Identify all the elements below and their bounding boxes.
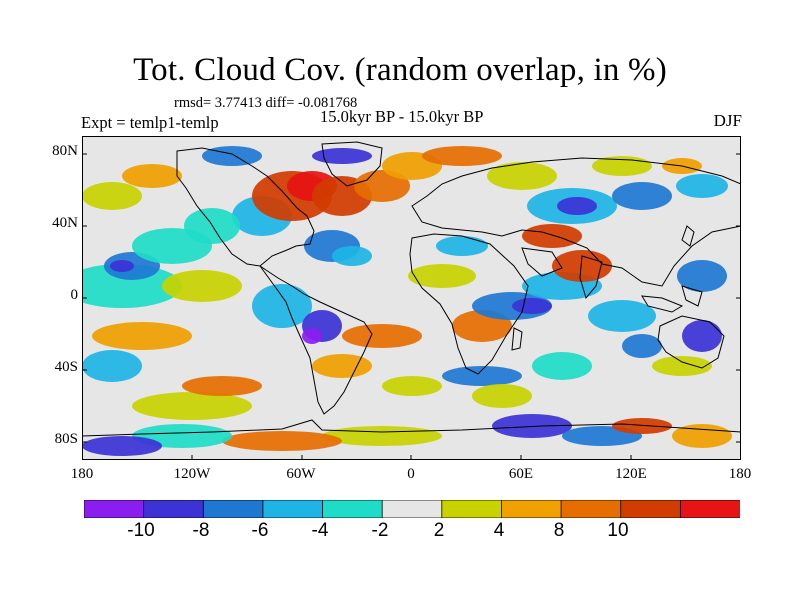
lon-label-180e: 180 [728,466,752,482]
colorbar-cell [202,500,264,518]
colorbar [84,500,740,518]
anomaly-blob [202,146,262,166]
anomaly-blob [82,264,182,308]
season-label: DJF [713,111,742,130]
colorbar-label-minus8: -8 [192,520,210,541]
colorbar-label-2: 2 [433,520,445,541]
colorbar-cell [381,500,443,518]
anomaly-blob [162,270,242,302]
colorbar-label-minus4: -4 [311,520,329,541]
anomaly-blob [82,182,142,210]
anomaly-blob [622,334,662,358]
anomaly-blob [612,182,672,210]
anomaly-blob [676,174,728,198]
stats-text: rmsd= 3.77413 diff= -0.081768 [174,95,358,111]
anomaly-blob [332,246,372,266]
lat-label-40n: 40N [52,215,78,231]
lat-label-80s: 80S [54,431,78,447]
colorbar-cell [84,500,145,518]
anomaly-blob [132,228,212,264]
anomaly-blob [652,356,712,376]
anomaly-blob [588,300,656,332]
figure-title: Tot. Cloud Cov. (random overlap, in %) [133,52,667,88]
colorbar-cell [501,500,562,518]
colorbar-label-4: 4 [493,520,505,541]
anomaly-blob [436,236,488,256]
anomaly-field [82,146,732,456]
lon-label-120e: 120E [615,466,647,482]
anomaly-blob [122,164,182,188]
anomaly-blob [110,260,134,272]
lon-label-180w: 180 [70,466,94,482]
anomaly-blob [132,392,252,420]
anomaly-blob [512,298,552,314]
lon-label-120w: 120W [173,466,211,482]
colorbar-cell [322,500,384,518]
lon-label-0: 0 [407,466,415,482]
anomaly-blob [222,431,342,451]
colorbar-cell [262,500,324,518]
colorbar-cell [441,500,503,518]
anomaly-blob [422,146,502,166]
colorbar-label-8: 8 [553,520,565,541]
anomaly-blob [557,197,597,215]
anomaly-blob [682,320,722,352]
anomaly-blob [82,436,162,456]
period-text: 15.0kyr BP - 15.0kyr BP [320,107,484,126]
colorbar-label-minus10: -10 [127,520,155,541]
anomaly-blob [522,224,582,248]
anomaly-blob [252,284,312,328]
colorbar-cell [560,500,622,518]
anomaly-blob [487,162,557,190]
anomaly-blob [382,376,442,396]
anomaly-blob [612,418,672,434]
anomaly-blob [342,324,422,348]
anomaly-blob [472,384,532,408]
coastlines [82,141,741,437]
cloud-cover-map [82,136,741,460]
lat-label-80n: 80N [52,143,78,159]
anomaly-blob [677,260,727,292]
anomaly-blob [92,322,192,350]
colorbar-cell [620,500,682,518]
anomaly-blob [302,328,322,344]
colorbar-label-minus6: -6 [251,520,269,541]
lon-label-60e: 60E [508,466,534,482]
colorbar-cell [679,500,740,518]
colorbar-cell [143,500,205,518]
anomaly-blob [442,366,522,386]
lat-label-40s: 40S [54,359,78,375]
anomaly-blob [182,376,262,396]
lon-label-60w: 60W [286,466,316,482]
anomaly-blob [408,264,476,288]
anomaly-blob [532,352,592,380]
lat-label-eq: 0 [70,287,79,303]
anomaly-blob [312,148,372,164]
colorbar-label-10: 10 [607,520,629,541]
map-frame [82,136,741,460]
colorbar-label-minus2: -2 [371,520,389,541]
anomaly-blob [354,170,410,202]
anomaly-blob [82,350,142,382]
anomaly-blob [312,354,372,378]
experiment-label: Expt = temlp1-temlp [81,113,219,132]
